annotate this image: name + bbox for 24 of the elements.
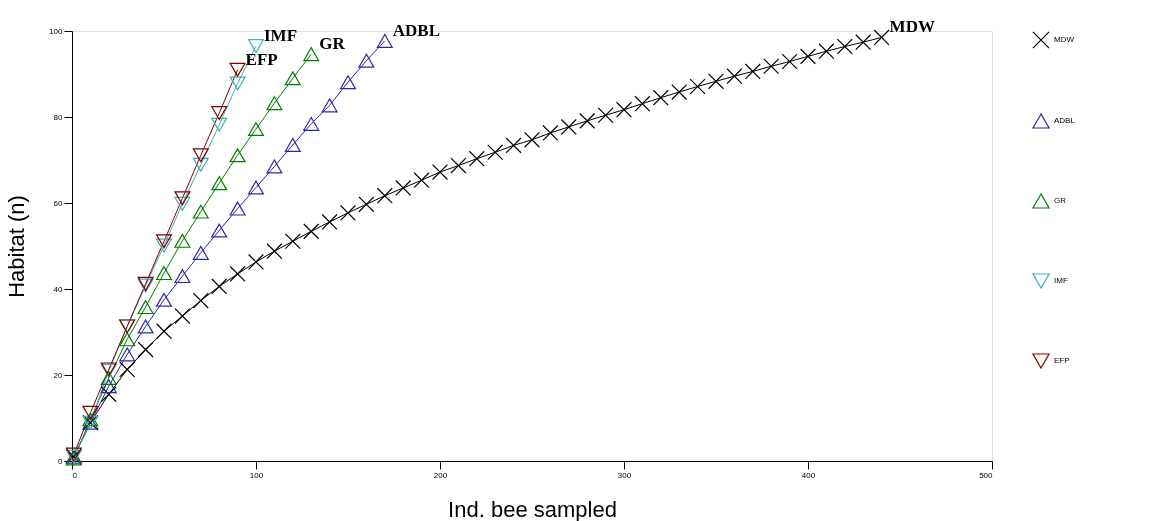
x-tick-label: 400 [801, 470, 816, 480]
legend-label: GR [1054, 196, 1067, 205]
x-tick-label: 500 [979, 470, 994, 480]
legend-label: IMF [1054, 276, 1068, 285]
y-tick-label: 100 [49, 26, 64, 36]
y-axis-title: Habitat (n) [4, 195, 30, 298]
y-tick-label: 60 [53, 198, 64, 208]
x-tick-label: 200 [433, 470, 448, 480]
y-tick-label: 20 [53, 370, 64, 380]
text: EFP [245, 49, 278, 69]
y-tick-label: 0 [58, 456, 64, 466]
legend-label: ADBL [1054, 116, 1076, 125]
legend-label: MDW [1054, 35, 1075, 44]
y-tick-label: 40 [53, 284, 64, 294]
x-axis-title: Ind. bee sampled [448, 496, 617, 521]
legend-label: EFP [1054, 356, 1070, 365]
x-tick-label: 300 [617, 470, 632, 480]
y-tick-label: 80 [53, 112, 64, 122]
text: IMF [264, 26, 298, 46]
text: GR [319, 34, 345, 54]
x-tick-label: 100 [249, 470, 264, 480]
text: MDW [889, 17, 935, 37]
x-tick-label: 0 [72, 470, 78, 480]
text: ADBL [392, 20, 441, 40]
